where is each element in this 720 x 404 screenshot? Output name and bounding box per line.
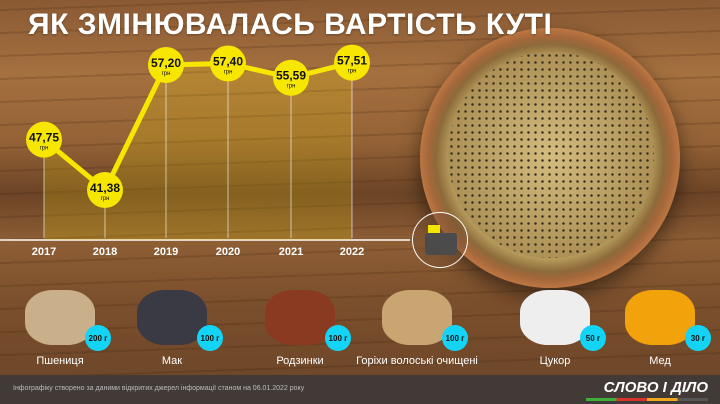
- ingredient-image: [265, 290, 335, 345]
- wallet-icon: [412, 212, 468, 268]
- data-point: [148, 47, 184, 84]
- ingredient-name: Пшениця: [36, 355, 84, 367]
- data-label: 57,20: [151, 56, 181, 70]
- ingredient-image: [25, 290, 95, 345]
- amount-badge: 200 г: [85, 325, 111, 351]
- ingredient-item: [625, 290, 695, 345]
- amount-badge: 30 г: [685, 325, 711, 351]
- unit-label: грн: [224, 69, 233, 75]
- ingredient-image: [520, 290, 590, 345]
- ingredient-item: [137, 290, 207, 345]
- x-tick-label: 2019: [154, 246, 178, 258]
- area-fill: [44, 62, 352, 241]
- kutia-image: [448, 52, 654, 258]
- ingredient-image: [625, 290, 695, 345]
- logo-stripe: [586, 398, 708, 401]
- data-point: [334, 44, 370, 81]
- ingredient-item: [265, 290, 335, 345]
- data-label: 41,38: [90, 181, 120, 195]
- amount-badge: 100 г: [197, 325, 223, 351]
- unit-label: грн: [162, 71, 171, 77]
- x-tick-label: 2021: [279, 246, 303, 258]
- ingredient-name: Горіхи волоські очищені: [356, 355, 478, 367]
- data-label: 47,75: [29, 131, 59, 145]
- logo: СЛОВО І ДІЛО: [603, 379, 708, 396]
- ingredient-item: [520, 290, 590, 345]
- unit-label: грн: [101, 196, 110, 202]
- ingredient-item: [382, 290, 452, 345]
- amount-badge: 50 г: [580, 325, 606, 351]
- data-point: [26, 121, 62, 158]
- data-label: 55,59: [276, 69, 306, 83]
- unit-label: грн: [348, 69, 357, 75]
- x-tick-label: 2022: [340, 246, 364, 258]
- price-line-chart: 47,75грн201741,38грн201857,20грн201957,4…: [26, 44, 370, 258]
- amount-badge: 100 г: [325, 325, 351, 351]
- x-tick-label: 2020: [216, 246, 240, 258]
- page-title: ЯК ЗМІНЮВАЛАСЬ ВАРТІСТЬ КУТІ: [28, 8, 553, 41]
- data-point: [210, 45, 246, 82]
- ingredient-name: Родзинки: [276, 355, 324, 367]
- data-point: [87, 172, 123, 208]
- ingredient-image: [137, 290, 207, 345]
- unit-label: грн: [287, 84, 296, 90]
- ingredient-name: Мед: [649, 355, 671, 367]
- data-label: 57,40: [213, 54, 243, 68]
- footer: Інфографіку створено за даними відкритих…: [0, 375, 720, 404]
- ingredient-name: Цукор: [539, 355, 571, 367]
- x-tick-label: 2017: [32, 246, 56, 258]
- data-point: [273, 59, 309, 96]
- amount-badge: 100 г: [442, 325, 468, 351]
- x-tick-label: 2018: [93, 246, 117, 258]
- ingredient-image: [382, 290, 452, 345]
- unit-label: грн: [40, 146, 49, 152]
- ingredient-item: [25, 290, 95, 345]
- ingredient-name: Мак: [161, 355, 183, 367]
- source-note: Інфографіку створено за даними відкритих…: [13, 385, 305, 392]
- data-label: 57,51: [337, 54, 367, 68]
